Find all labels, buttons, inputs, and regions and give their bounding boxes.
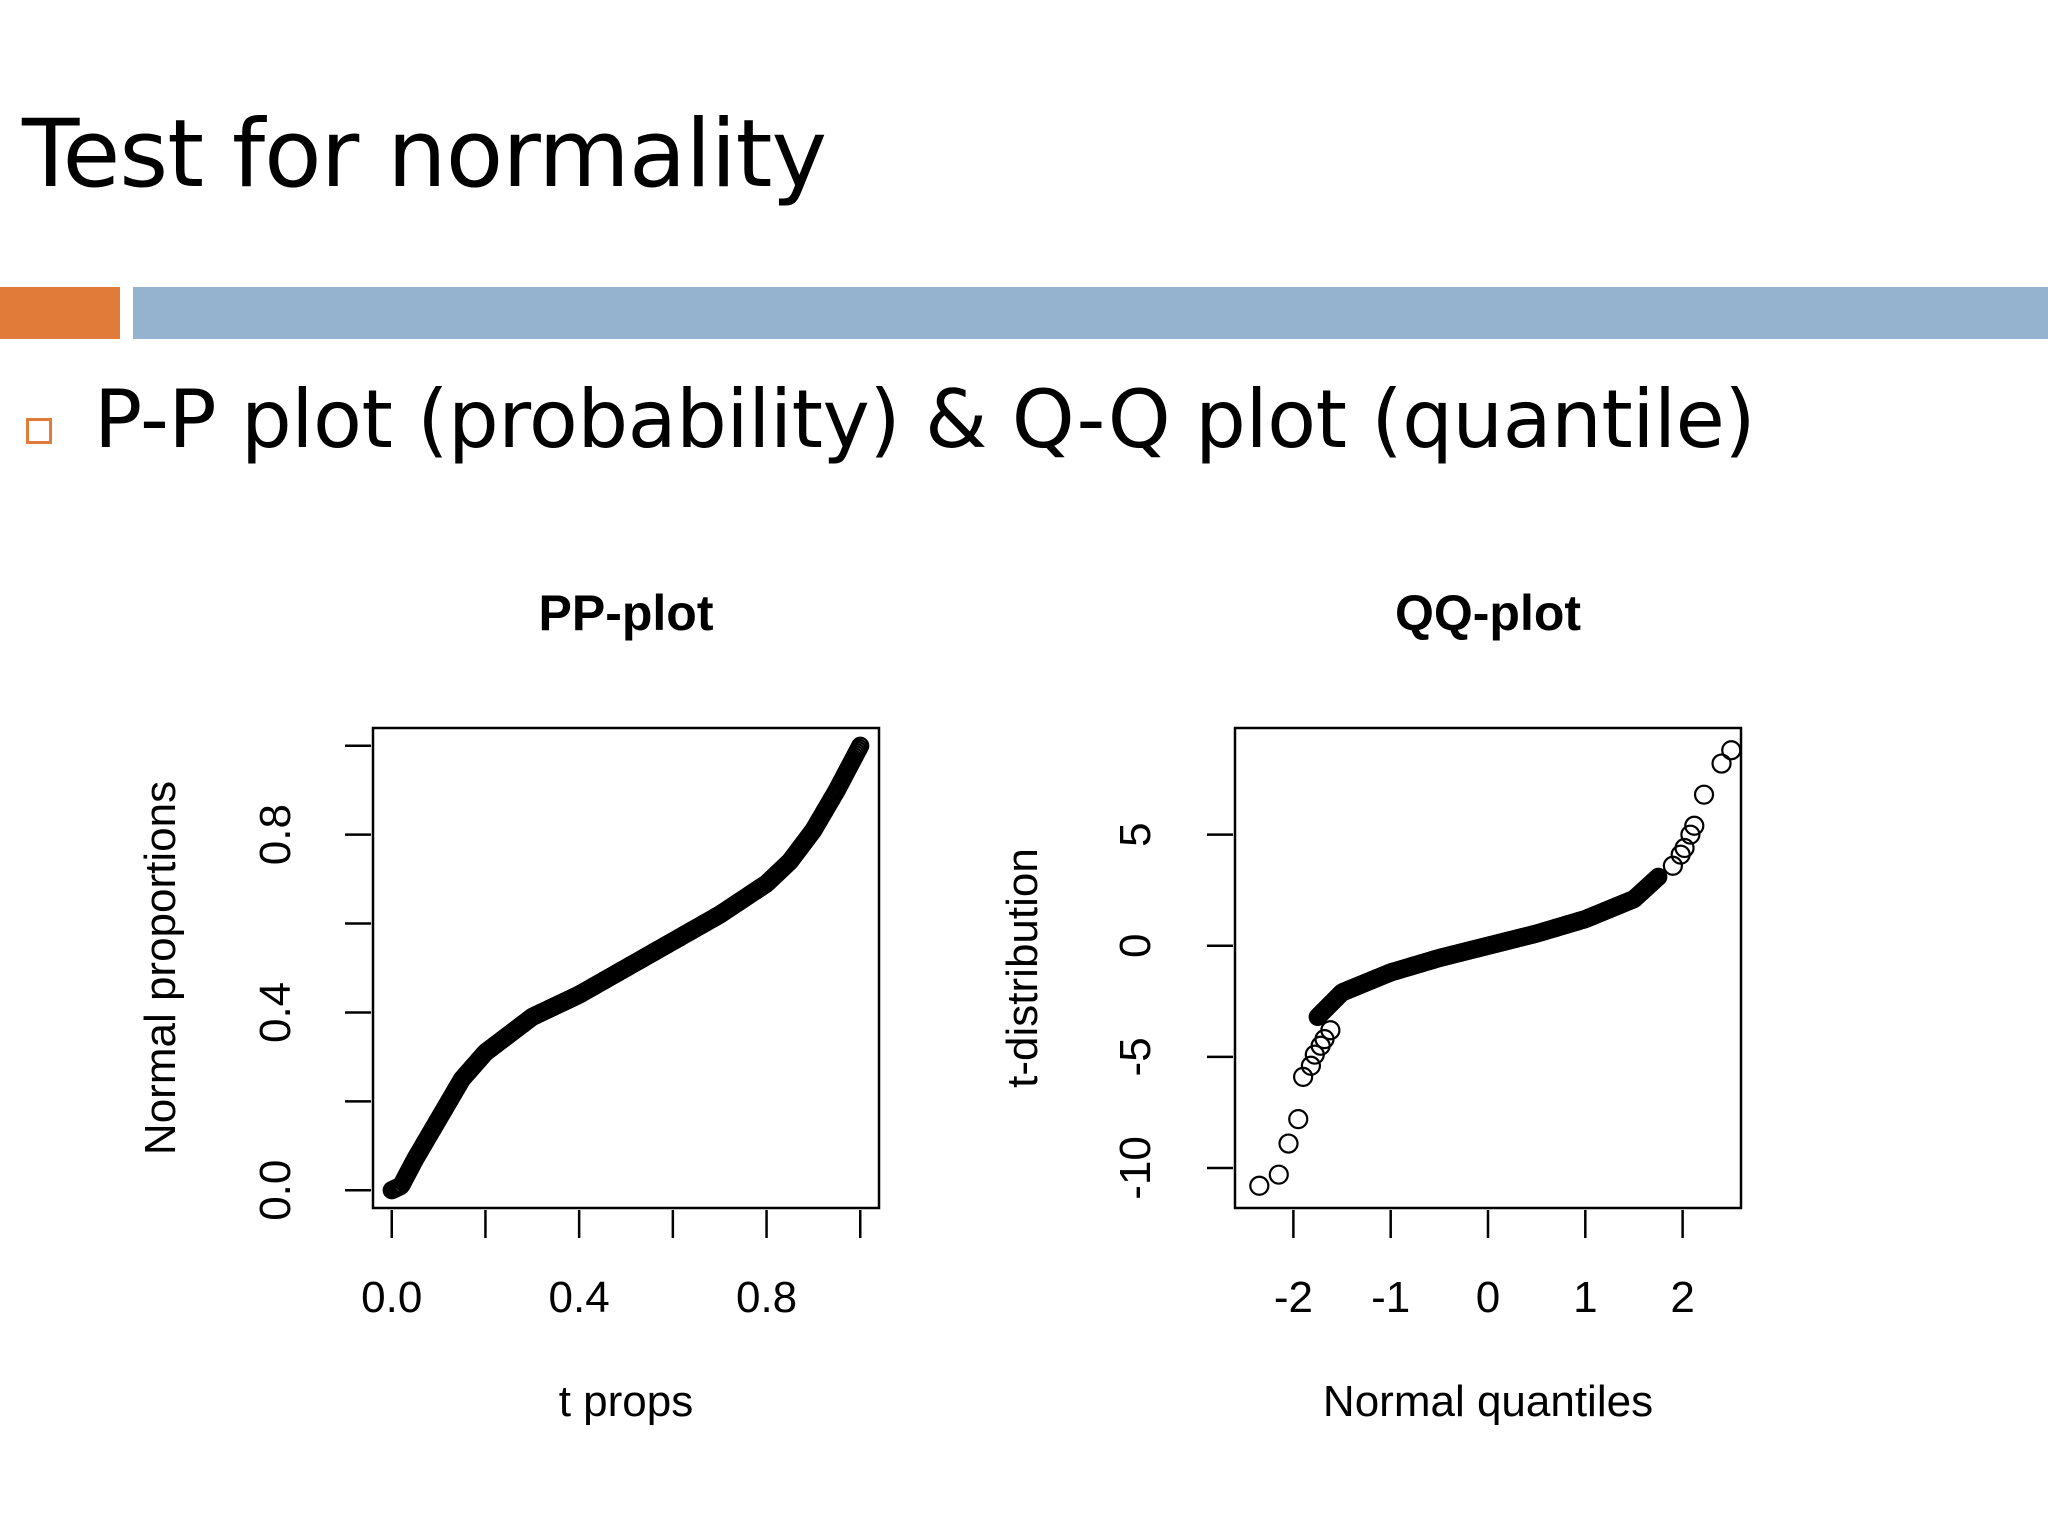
data-point — [1320, 1020, 1341, 1041]
header-accent-bar-blue — [133, 287, 2048, 339]
y-tick-label: 0.4 — [251, 982, 300, 1043]
charts-area: PP-plot 0.0 0.4 0.8 t props 0.0 0.4 0.8 Normal p… — [136, 585, 1743, 1426]
data-point — [1674, 837, 1695, 859]
data-points — [382, 736, 870, 1200]
x-axis: -2 -1 0 1 2 — [1274, 1210, 1695, 1322]
data-point — [1684, 815, 1705, 836]
y-axis: -10 -5 0 5 — [1111, 822, 1233, 1200]
plot-frame — [1233, 726, 1743, 1210]
x-tick-label: -1 — [1371, 1273, 1410, 1322]
data-point — [1268, 1164, 1289, 1185]
y-tick-label: 0.8 — [251, 804, 300, 865]
x-axis: 0.0 0.4 0.8 — [361, 1210, 862, 1322]
x-tick-label: 1 — [1573, 1273, 1597, 1322]
x-axis-label: Normal quantiles — [1323, 1377, 1653, 1426]
y-tick-label: 0 — [1111, 934, 1160, 958]
pp-plot: PP-plot 0.0 0.4 0.8 t props 0.0 0.4 0.8 Normal p… — [136, 585, 881, 1426]
data-point — [1249, 1175, 1270, 1196]
x-axis-label: t props — [559, 1377, 694, 1426]
data-point — [1680, 824, 1701, 845]
bullet-text: P-P plot (probability) & Q-Q plot (quant… — [94, 373, 1756, 466]
x-tick-label: 2 — [1670, 1273, 1694, 1322]
y-tick-label: -5 — [1111, 1037, 1160, 1076]
square-bullet-icon — [26, 418, 52, 444]
data-point — [851, 736, 870, 755]
y-axis-label: Normal proportions — [136, 781, 185, 1155]
x-tick-label: 0.8 — [736, 1273, 797, 1322]
y-tick-label: 0.0 — [251, 1160, 300, 1221]
slide-title: Test for normality — [22, 100, 827, 209]
y-tick-label: 5 — [1111, 822, 1160, 846]
data-point — [1649, 867, 1668, 886]
header-accent-bar-orange — [0, 287, 120, 339]
data-point — [1278, 1133, 1299, 1154]
chart-title: QQ-plot — [1395, 585, 1581, 641]
data-point — [1288, 1109, 1309, 1130]
data-points — [1249, 740, 1742, 1196]
x-tick-label: 0 — [1476, 1273, 1500, 1322]
x-tick-label: 0.0 — [361, 1273, 422, 1322]
plot-frame — [371, 726, 881, 1210]
data-point — [1711, 753, 1732, 774]
data-point — [1721, 740, 1742, 761]
y-axis-label: t-distribution — [998, 848, 1047, 1088]
data-point — [1300, 1055, 1322, 1076]
y-tick-label: -10 — [1111, 1136, 1160, 1200]
x-tick-label: 0.4 — [549, 1273, 610, 1322]
y-axis: 0.0 0.4 0.8 — [251, 744, 371, 1221]
chart-title: PP-plot — [539, 585, 714, 641]
data-point — [1693, 784, 1715, 805]
x-tick-label: -2 — [1274, 1273, 1313, 1322]
